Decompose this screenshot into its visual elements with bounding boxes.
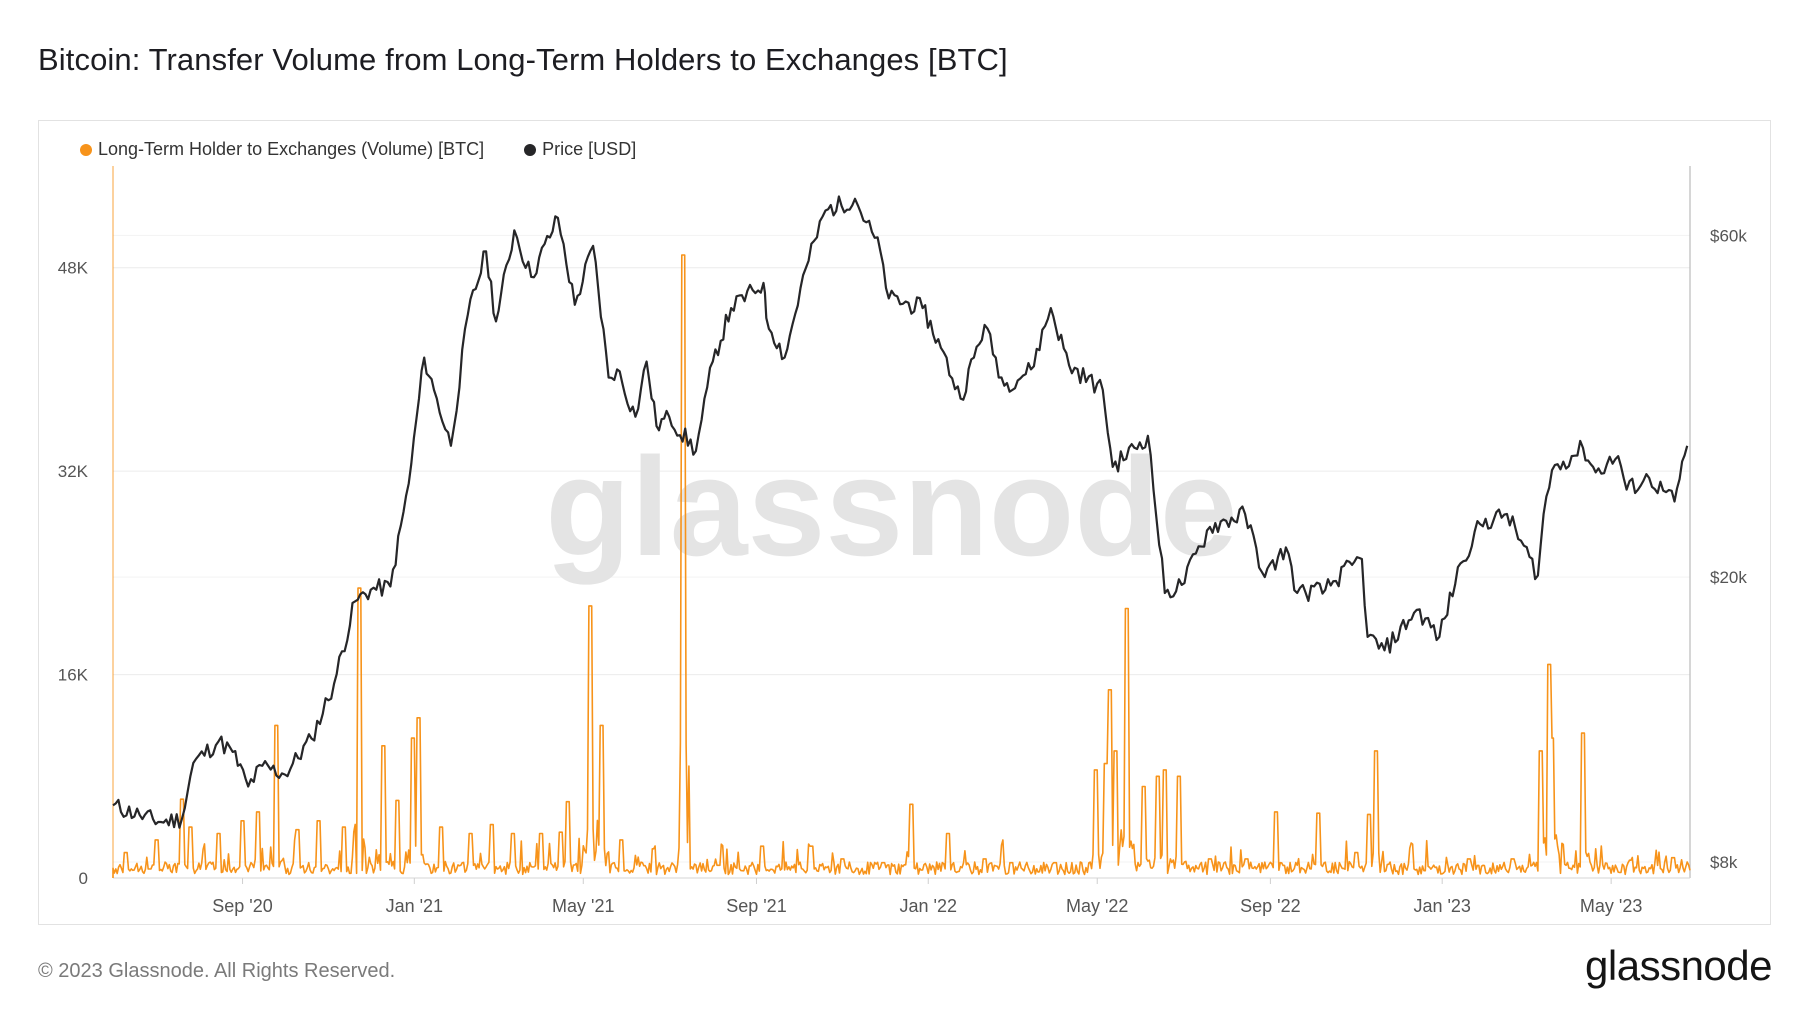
y-left-tick-label: 32K	[58, 462, 89, 481]
volume-series-line	[112, 254, 1691, 878]
x-tick-label: May '21	[552, 896, 614, 916]
x-tick-label: Sep '20	[212, 896, 273, 916]
legend-item-volume[interactable]: Long-Term Holder to Exchanges (Volume) […	[80, 139, 484, 160]
x-tick-label: Jan '23	[1413, 896, 1470, 916]
copyright-footer: © 2023 Glassnode. All Rights Reserved.	[38, 960, 396, 982]
y-left-tick-label: 16K	[58, 666, 89, 685]
x-tick-label: Jan '21	[386, 896, 443, 916]
y-right-tick-label: $8k	[1710, 853, 1738, 872]
y-right-tick-label: $20k	[1710, 568, 1747, 587]
legend-label-volume: Long-Term Holder to Exchanges (Volume) […	[98, 139, 485, 159]
chart-title: Bitcoin: Transfer Volume from Long-Term …	[38, 42, 1008, 77]
y-left-tick-label: 48K	[58, 259, 89, 278]
chart-legend: Long-Term Holder to Exchanges (Volume) […	[80, 139, 636, 160]
legend-swatch-price	[524, 143, 537, 156]
chart-panel	[38, 120, 1771, 925]
x-tick-label: Sep '21	[726, 896, 787, 916]
x-tick-label: Jan '22	[900, 896, 957, 916]
x-tick-label: Sep '22	[1240, 896, 1301, 916]
price-series-line	[112, 195, 1689, 829]
legend-swatch-volume	[80, 143, 92, 156]
x-tick-label: May '23	[1580, 896, 1642, 916]
legend-label-price: Price [USD]	[542, 139, 637, 159]
x-tick-label: May '22	[1066, 896, 1128, 916]
watermark: glassnode	[545, 428, 1237, 585]
legend-item-price[interactable]: Price [USD]	[524, 139, 636, 160]
y-right-tick-label: $60k	[1710, 226, 1747, 245]
glassnode-logo[interactable]: glassnode	[1585, 942, 1772, 989]
y-left-tick-label: 0	[79, 869, 88, 888]
